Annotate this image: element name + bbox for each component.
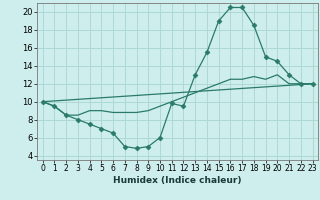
X-axis label: Humidex (Indice chaleur): Humidex (Indice chaleur) bbox=[113, 176, 242, 185]
